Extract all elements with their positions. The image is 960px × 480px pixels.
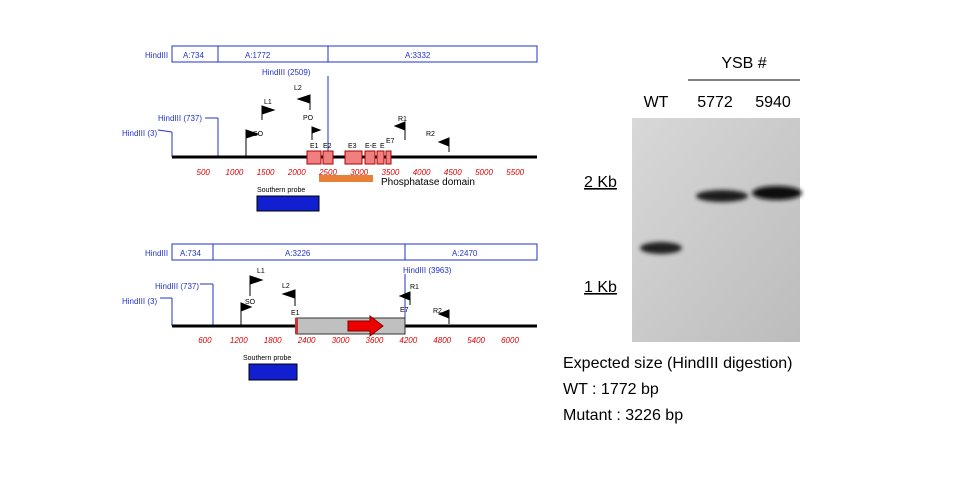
- primer: R1: [398, 116, 407, 123]
- map-wt: HindIII A:734 A:1772 A:3332 HindIII (3) …: [122, 45, 538, 212]
- ruler-label: 3000: [350, 168, 368, 177]
- size-marker: 1 Kb: [584, 279, 617, 296]
- site-label: HindIII (3): [122, 129, 157, 138]
- ruler-label: 2400: [297, 336, 316, 345]
- primer: R1: [410, 284, 419, 291]
- primer: SO: [245, 299, 256, 306]
- primer: L1: [257, 268, 265, 275]
- segment: A:734: [183, 51, 204, 60]
- primer: L1: [264, 99, 272, 106]
- segment: A:1772: [245, 51, 271, 60]
- primer: L2: [282, 283, 290, 290]
- ruler-label: 2000: [287, 168, 306, 177]
- ruler-label: 4200: [399, 336, 417, 345]
- ruler-label: 500: [197, 168, 211, 177]
- primer: L2: [294, 85, 302, 92]
- segment-title: HindIII: [145, 249, 168, 258]
- ruler-label: 1200: [230, 336, 248, 345]
- ruler-label: 3000: [332, 336, 350, 345]
- ruler-label: 3600: [366, 336, 384, 345]
- ruler-label: 5500: [506, 168, 524, 177]
- group-label: YSB #: [721, 55, 766, 72]
- exon: E: [380, 143, 385, 150]
- segment-title: HindIII: [145, 51, 168, 60]
- site-label: HindIII (3963): [403, 266, 452, 275]
- segment-box: [171, 45, 538, 63]
- segment: A:734: [180, 249, 201, 258]
- ruler: 600 1200 1800 2400 3000 3600 4200 4800 5400 6000: [198, 336, 519, 345]
- lane-label: 5940: [755, 94, 791, 111]
- size-marker: 2 Kb: [584, 174, 617, 191]
- probe-label: Southern probe: [257, 187, 305, 194]
- exon: E-E: [365, 143, 377, 150]
- ruler-label: 6000: [501, 336, 519, 345]
- site-label: HindIII (3): [122, 297, 157, 306]
- primer: SO: [253, 131, 264, 138]
- probe-label: Southern probe: [243, 355, 291, 362]
- exon: E7: [400, 307, 409, 314]
- note: Expected size (HindIII digestion): [563, 355, 792, 372]
- primer: R2: [426, 131, 435, 138]
- ruler-label: 4000: [413, 168, 431, 177]
- ruler-label: 4800: [433, 336, 451, 345]
- segment: A:3226: [285, 249, 311, 258]
- segment: A:3332: [405, 51, 431, 60]
- site-label: HindIII (737): [158, 114, 202, 123]
- ruler-label: 600: [198, 336, 212, 345]
- ruler-label: 1500: [257, 168, 275, 177]
- ruler-label: 3500: [382, 168, 400, 177]
- note: WT : 1772 bp: [563, 381, 659, 398]
- ruler-label: 5400: [467, 336, 485, 345]
- ruler-label: 5000: [475, 168, 493, 177]
- exon: E1: [291, 310, 300, 317]
- primer: R2: [433, 308, 442, 315]
- note: Mutant : 3226 bp: [563, 407, 683, 424]
- lane-label: 5772: [697, 94, 733, 111]
- ruler-label: 1000: [226, 168, 244, 177]
- ruler-label: 2500: [318, 168, 337, 177]
- segment: A:2470: [452, 249, 478, 258]
- primer: PO: [303, 115, 314, 122]
- exon: E7: [386, 138, 395, 145]
- exon: E3: [348, 143, 357, 150]
- exon: E2: [323, 143, 332, 150]
- map-mutant: HindIII A:734 A:3226 A:2470 HindIII (3) …: [122, 243, 538, 381]
- ruler-label: 1800: [264, 336, 282, 345]
- exon: E1: [310, 143, 319, 150]
- ruler-label: 4500: [444, 168, 462, 177]
- lane-label: WT: [644, 94, 669, 111]
- domain-label: Phosphatase domain: [381, 177, 475, 188]
- southern-blot: YSB # WT 5772 5940 2 Kb 1 Kb: [584, 55, 802, 342]
- ruler: 500 1000 1500 2000 2500 3000 3500 4000 4500 5000 5…: [197, 168, 525, 177]
- bands: [640, 186, 802, 254]
- site-label: HindIII (737): [155, 282, 199, 291]
- site-label: HindIII (2509): [262, 68, 311, 77]
